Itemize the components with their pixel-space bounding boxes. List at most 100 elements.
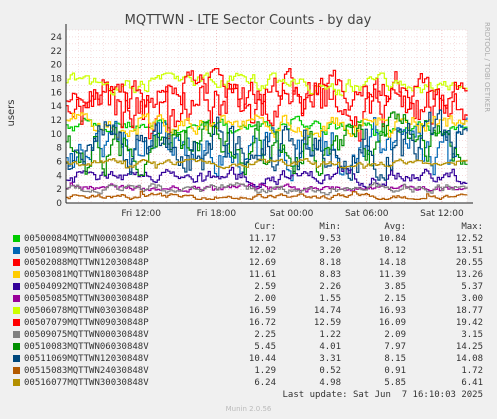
legend-name: 00505085MQTTWN30030848P (24, 294, 149, 304)
legend-row: 00503081MQTTWN18030848P 11.61 8.83 11.39 13.… (0, 269, 497, 281)
legend-min: 2.26 (319, 282, 341, 292)
legend-min: 3.20 (319, 246, 341, 256)
chart-title: MQTTWN - LTE Sector Counts - by day (125, 13, 372, 28)
series-line (66, 190, 468, 200)
legend-row: 00515083MQTTWN24030848V 1.29 0.52 0.91 1.72 (0, 365, 497, 377)
legend-row: 00505085MQTTWN30030848P 2.00 1.55 2.15 3.00 (0, 293, 497, 305)
legend-max: 12.52 (455, 234, 483, 244)
legend-max: 1.72 (461, 366, 483, 376)
legend-min: 0.52 (319, 366, 341, 376)
x-tick-label: Sat 06:00 (345, 209, 389, 219)
legend-cur: 5.45 (254, 342, 276, 352)
legend-max: 6.41 (461, 378, 483, 388)
legend-max: 19.42 (455, 318, 483, 328)
y-tick-label: 14 (51, 102, 63, 112)
series-line (66, 72, 468, 97)
legend-row: 00516077MQTTWN30030848V 6.24 4.98 5.85 6.41 (0, 377, 497, 389)
legend-header-min: Min: (319, 222, 341, 232)
y-tick-label: 20 (51, 61, 63, 71)
y-tick-label: 24 (51, 33, 63, 43)
legend-swatch (13, 247, 20, 254)
legend-name: 00507079MQTTWN09030848P (24, 318, 149, 328)
legend-min: 8.83 (319, 270, 341, 280)
legend-name: 00515083MQTTWN24030848V (24, 366, 149, 376)
series-line (66, 182, 468, 193)
legend-max: 13.26 (455, 270, 483, 280)
legend-swatch (13, 295, 20, 302)
legend-min: 1.55 (319, 294, 341, 304)
legend-cur: 6.24 (254, 378, 276, 388)
legend-row: 00504092MQTTWN24030848P 2.59 2.26 3.85 5.37 (0, 281, 497, 293)
legend-row: 00500084MQTTWN00030848P 11.17 9.53 10.84 12.… (0, 233, 497, 245)
legend-row: 00510083MQTTWN06030848V 5.45 4.01 7.97 14.25 (0, 341, 497, 353)
legend-avg: 10.84 (378, 234, 406, 244)
legend-swatch (13, 355, 20, 362)
legend-row: 00502088MQTTWN12030848P 12.69 8.18 14.18 20.… (0, 257, 497, 269)
legend-name: 00516077MQTTWN30030848V (24, 378, 149, 388)
legend-name: 00506078MQTTWN03030848P (24, 306, 149, 316)
legend-swatch (13, 307, 20, 314)
legend-name: 00509075MQTTWN00030848V (24, 330, 149, 340)
legend-cur: 11.17 (248, 234, 276, 244)
legend-cur: 2.25 (254, 330, 276, 340)
last-update: Last update: Sat Jun 7 16:10:03 2025 (282, 390, 483, 400)
legend-header-avg: Avg: (384, 222, 406, 232)
y-tick-label: 4 (56, 171, 62, 181)
legend-cur: 11.61 (248, 270, 276, 280)
x-tick-label: Fri 18:00 (197, 209, 237, 219)
y-tick-label: 18 (51, 74, 63, 84)
legend-header: Cur: Min: Avg: Max: (0, 221, 497, 233)
legend-row: 00507079MQTTWN09030848P 16.72 12.59 16.09 19… (0, 317, 497, 329)
legend-avg: 11.39 (378, 270, 406, 280)
legend-avg: 14.18 (378, 258, 406, 268)
legend-swatch (13, 379, 20, 386)
series-line (66, 111, 468, 176)
legend-swatch (13, 271, 20, 278)
legend-min: 3.31 (319, 354, 341, 364)
legend-row: 00509075MQTTWN00030848V 2.25 1.22 2.09 3.15 (0, 329, 497, 341)
legend-cur: 2.59 (254, 282, 276, 292)
legend-max: 13.51 (455, 246, 483, 256)
legend-row: 00506078MQTTWN03030848P 16.59 14.74 16.93 18… (0, 305, 497, 317)
series-line (66, 68, 468, 142)
legend-avg: 0.91 (384, 366, 406, 376)
legend-max: 3.00 (461, 294, 483, 304)
legend-cur: 10.44 (248, 354, 276, 364)
x-tick-label: Sat 00:00 (270, 209, 314, 219)
y-tick-label: 10 (51, 130, 63, 140)
series-line (66, 112, 468, 140)
legend-name: 00502088MQTTWN12030848P (24, 258, 149, 268)
legend: Cur: Min: Avg: Max: 00500084MQTTWN000308… (0, 221, 497, 389)
legend-name: 00500084MQTTWN00030848P (24, 234, 149, 244)
y-tick-label: 22 (51, 47, 62, 57)
legend-min: 1.22 (319, 330, 341, 340)
legend-avg: 7.97 (384, 342, 406, 352)
legend-avg: 3.85 (384, 282, 406, 292)
legend-swatch (13, 367, 20, 374)
legend-cur: 2.00 (254, 294, 276, 304)
y-tick-label: 0 (56, 199, 62, 209)
legend-swatch (13, 343, 20, 350)
legend-name: 00503081MQTTWN18030848P (24, 270, 149, 280)
legend-row: 00501089MQTTWN06030848P 12.02 3.20 8.12 13.5… (0, 245, 497, 257)
y-tick-label: 6 (56, 157, 62, 167)
legend-min: 14.74 (313, 306, 341, 316)
munin-version: Munin 2.0.56 (225, 405, 272, 413)
legend-avg: 8.12 (384, 246, 406, 256)
legend-avg: 16.93 (378, 306, 406, 316)
legend-max: 14.08 (455, 354, 483, 364)
series-line (66, 182, 468, 196)
series-line (66, 158, 468, 170)
legend-max: 14.25 (455, 342, 483, 352)
legend-name: 00511069MQTTWN12030848V (24, 354, 149, 364)
legend-cur: 16.72 (248, 318, 276, 328)
legend-cur: 1.29 (254, 366, 276, 376)
y-tick-label: 16 (51, 88, 63, 98)
legend-name: 00510083MQTTWN06030848V (24, 342, 149, 352)
y-tick-label: 2 (56, 185, 62, 195)
legend-swatch (13, 235, 20, 242)
legend-avg: 2.09 (384, 330, 406, 340)
legend-min: 8.18 (319, 258, 341, 268)
legend-name: 00501089MQTTWN06030848P (24, 246, 149, 256)
